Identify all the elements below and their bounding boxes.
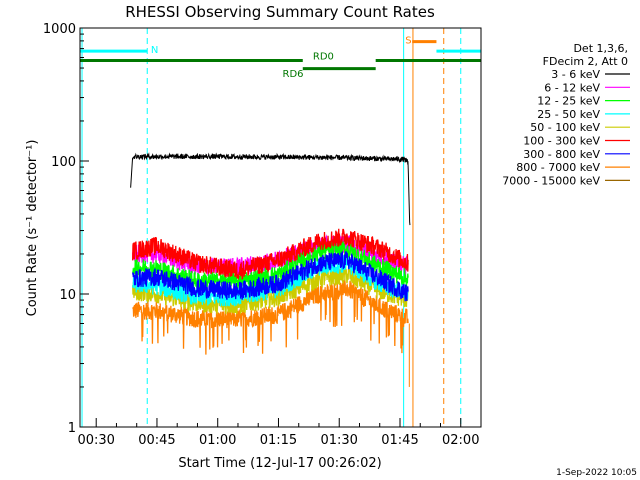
footer-date: 1-Sep-2022 10:05 xyxy=(556,468,637,478)
legend-header-1: FDecim 2, Att 0 xyxy=(543,55,628,68)
x-tick-label: 01:45 xyxy=(381,433,418,448)
legend-label-6: 300 - 800 keV xyxy=(523,148,600,161)
series-line-0 xyxy=(130,152,411,226)
y-tick-label: 100 xyxy=(51,155,76,170)
legend-header-0: Det 1,3,6, xyxy=(573,42,628,55)
status-label-rd0: RD0 xyxy=(313,52,334,63)
status-label-s: S xyxy=(405,36,411,47)
series-line-7 xyxy=(132,278,409,355)
status-label-rd6: RD6 xyxy=(283,69,304,80)
legend-label-2: 12 - 25 keV xyxy=(537,95,600,108)
plot-area: N S RD0 RD6 xyxy=(80,28,481,427)
legend-label-3: 25 - 50 keV xyxy=(537,108,600,121)
plot-frame xyxy=(79,27,482,428)
y-tick-label: 10 xyxy=(59,288,76,303)
x-tick-label: 01:00 xyxy=(199,433,236,448)
x-tick-label: 00:30 xyxy=(77,433,114,448)
series-line-4 xyxy=(132,264,409,315)
chart-title: RHESSI Observing Summary Count Rates xyxy=(125,3,435,21)
series-line-5 xyxy=(132,228,409,281)
status-label-n: N xyxy=(151,45,158,56)
y-tick-label: 1 xyxy=(68,421,76,436)
x-tick-label: 01:15 xyxy=(260,433,297,448)
legend-label-5: 100 - 300 keV xyxy=(523,135,600,148)
axes: 1 10 100 1000 00:30 00:45 01:00 01:15 01:30 01:45… xyxy=(43,22,482,448)
x-tick-label: 02:00 xyxy=(442,433,479,448)
legend-label-7: 800 - 7000 keV xyxy=(516,161,600,174)
y-axis-label: Count Rate (s⁻¹ detector⁻¹) xyxy=(25,140,40,317)
x-tick-label: 01:30 xyxy=(320,433,357,448)
y-tick-label: 1000 xyxy=(43,22,76,37)
x-axis-label: Start Time (12-Jul-17 00:26:02) xyxy=(178,456,381,471)
series-line-6 xyxy=(132,251,409,302)
legend-label-1: 6 - 12 keV xyxy=(544,81,600,94)
x-tick-label: 00:45 xyxy=(138,433,175,448)
legend-label-4: 50 - 100 keV xyxy=(530,121,600,134)
legend-label-8: 7000 - 15000 keV xyxy=(502,174,600,187)
legend-label-0: 3 - 6 keV xyxy=(551,68,600,81)
